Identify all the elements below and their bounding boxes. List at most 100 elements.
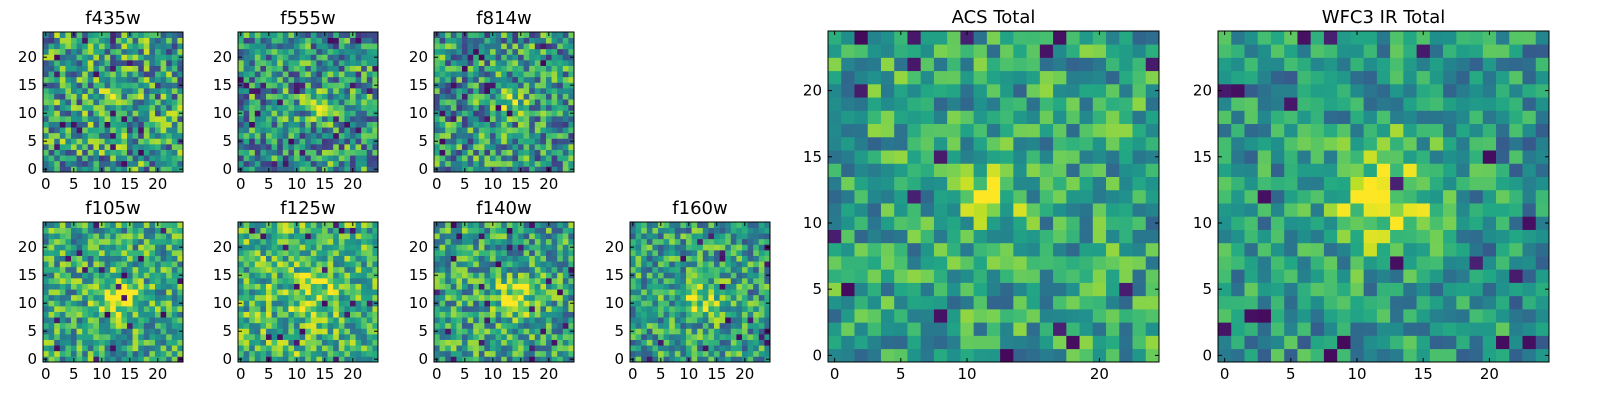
heatmap-cell [663,272,670,279]
heatmap-cell [294,250,300,256]
heatmap-cell [714,238,720,245]
heatmap-cell [238,261,244,268]
heatmap-cell [254,255,261,262]
heatmap-cell [271,121,278,128]
heatmap-cell [714,266,720,273]
heatmap-cell [149,65,156,72]
heatmap-cell [305,127,312,134]
heatmap-cell [327,306,334,312]
heatmap-cell [333,238,340,245]
heatmap-cell [557,328,564,335]
heatmap-cell [43,317,49,324]
heatmap-cell [557,300,564,307]
heatmap-cell [747,294,754,301]
heatmap-cell [366,93,373,100]
heatmap-cell [71,93,77,100]
heatmap-cell [1066,229,1080,244]
heatmap-cell [708,283,715,290]
heatmap-cell [462,317,468,324]
heatmap-cell [1026,163,1041,177]
heatmap-cell [933,295,948,310]
heatmap-cell [764,227,771,234]
heatmap-cell [65,261,72,268]
heatmap-cell [495,37,502,44]
heatmap-cell [282,289,289,296]
heatmap-cell [310,317,317,324]
heatmap-cell [501,116,508,122]
heatmap-cell [753,328,760,335]
heatmap-cell [540,272,547,279]
heatmap-cell [467,356,474,363]
heatmap-cell [177,37,184,44]
heatmap-cell [523,88,530,94]
heatmap-cell [54,121,61,128]
heatmap-cell [456,317,463,324]
heatmap-cell [495,322,502,329]
heatmap-cell [327,127,334,134]
heatmap-cell [372,317,379,324]
heatmap-cell [730,222,737,228]
heatmap-cell [333,334,340,340]
heatmap-cell [534,222,541,228]
heatmap-cell [764,311,771,318]
heatmap-cell [299,334,306,340]
heatmap-cell [350,99,356,106]
heatmap-cell [71,65,77,72]
heatmap-cell [652,250,659,256]
heatmap-cell [467,138,474,145]
heatmap-cell [630,261,636,268]
heatmap-cell [160,48,167,55]
heatmap-cell [299,278,306,284]
heatmap-cell [138,82,145,89]
heatmap-cell [138,132,145,139]
panel-title-f105w: f105w [85,198,140,219]
heatmap-cell [104,138,111,145]
heatmap-cell [143,155,150,162]
heatmap-cell [366,99,373,106]
heatmap-cell [350,93,356,100]
heatmap-cell [355,266,362,273]
heatmap-cell [361,283,368,290]
heatmap-cell [450,227,457,234]
heatmap-cell [355,60,362,66]
heatmap-cell [518,65,524,72]
heatmap-cell [854,348,869,363]
heatmap-cell [344,160,351,167]
heatmap-cell [501,88,508,94]
heatmap-cell [171,233,178,240]
heatmap-cell [333,222,340,228]
heatmap-cell [76,82,83,89]
heatmap-cell [277,272,284,279]
heatmap-cell [534,238,541,245]
heatmap-cell [310,88,317,94]
heatmap-cell [478,121,485,128]
heatmap-cell [719,294,726,301]
heatmap-cell [344,334,351,340]
heatmap-cell [271,350,278,357]
heatmap-cell [490,76,496,83]
heatmap-cell [260,311,267,318]
heatmap-cell [841,269,855,283]
heatmap-cell [243,266,250,273]
heatmap-cell [110,283,117,290]
heatmap-cell [518,54,524,61]
heatmap-cell [562,37,569,44]
heatmap-cell [260,322,267,329]
heatmap-cell [501,43,508,50]
heatmap-cell [104,65,111,72]
heatmap-cell [177,99,184,106]
heatmap-cell [115,339,122,346]
heatmap-cell [149,82,156,89]
heatmap-cell [1119,229,1133,244]
heatmap-cell [65,311,72,318]
heatmap-cell [54,334,61,340]
heatmap-cell [361,121,368,128]
heatmap-cell [523,110,530,117]
heatmap-cell [562,93,569,100]
heatmap-cell [350,82,356,89]
heatmap-cell [322,48,328,55]
heatmap-cell [366,149,373,156]
heatmap-cell [562,266,569,273]
heatmap-cell [282,345,289,352]
heatmap-cell [243,294,250,301]
